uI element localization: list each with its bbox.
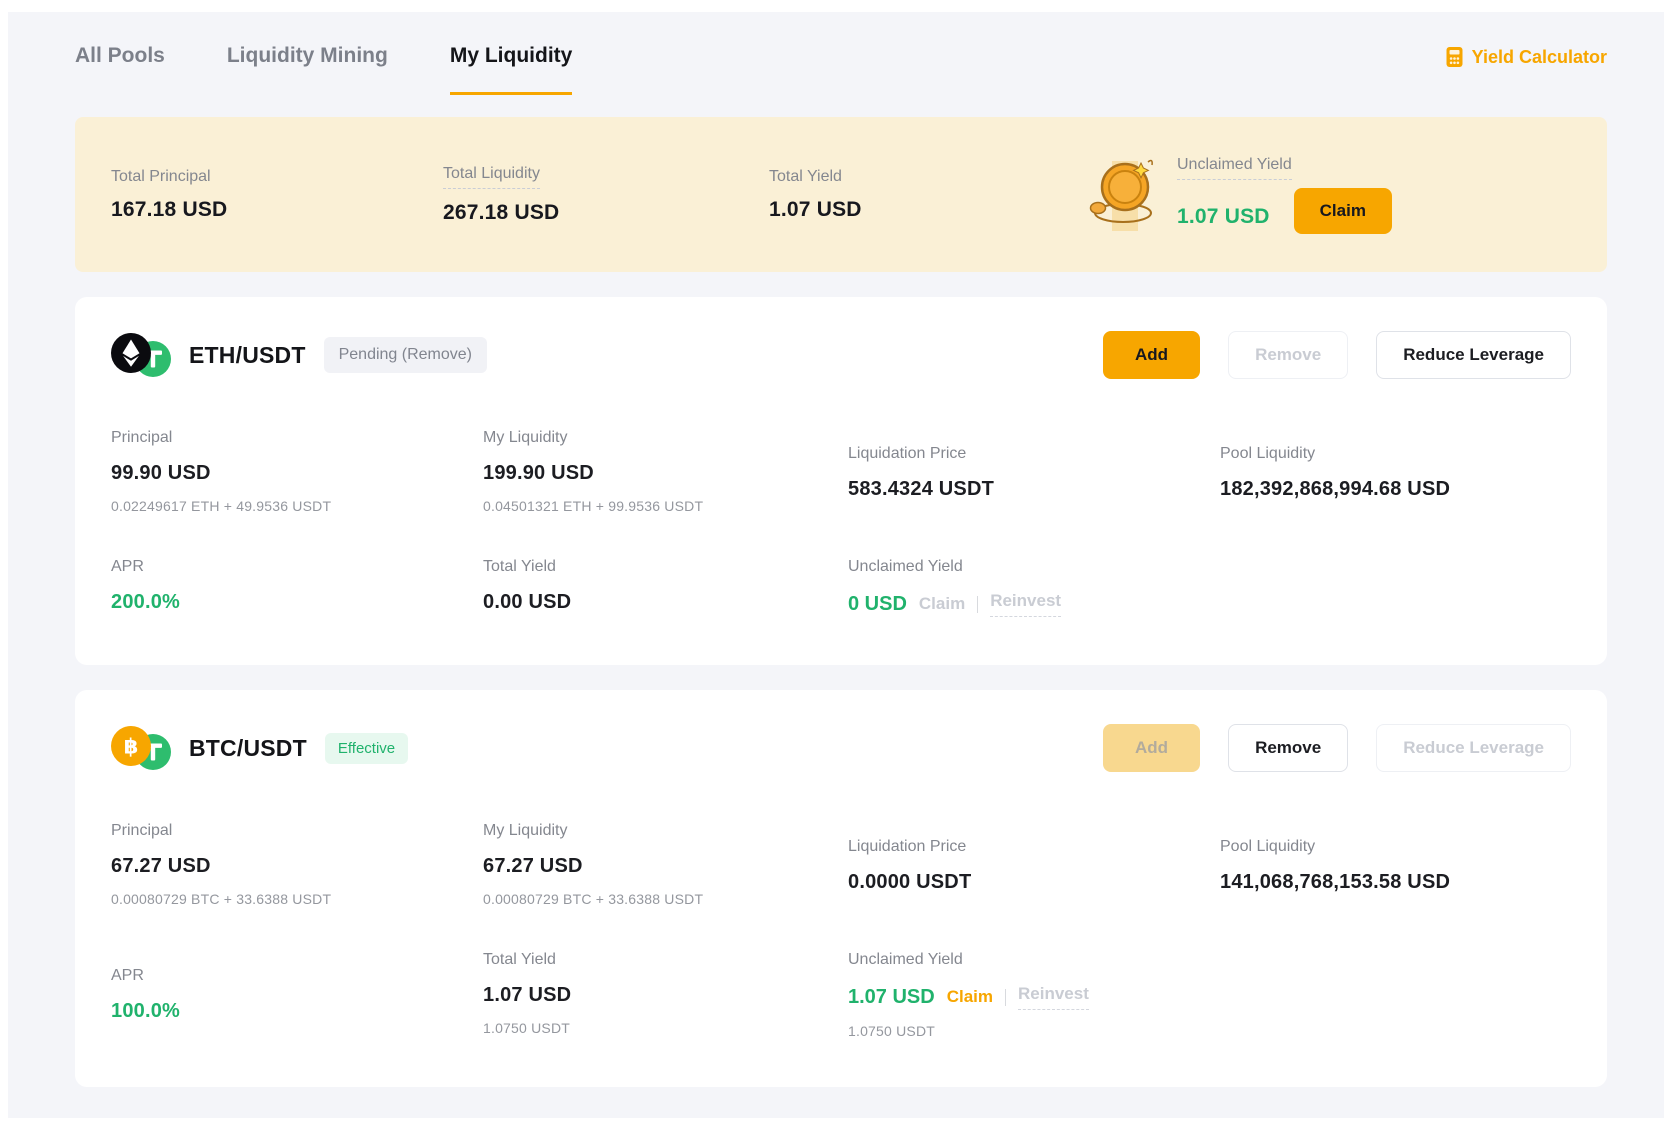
stat-pool-liquidity: Pool Liquidity 141,068,768,153.58 USD — [1220, 822, 1571, 907]
summary-banner: Total Principal 167.18 USD Total Liquidi… — [75, 117, 1607, 272]
total-yield-label: Total Yield — [769, 167, 842, 185]
reduce-leverage-button[interactable]: Reduce Leverage — [1376, 331, 1571, 379]
stat-value: 141,068,768,153.58 USD — [1220, 871, 1451, 893]
total-principal-value: 167.18 USD — [111, 197, 228, 221]
divider — [977, 595, 979, 613]
pair-icons: ฿ — [111, 725, 175, 771]
stat-detail: 1.0750 USDT — [848, 1023, 936, 1039]
stat-spacer — [1220, 951, 1571, 1039]
stat-value: 1.07 USD — [848, 985, 935, 1008]
stat-value: 100.0% — [111, 1000, 181, 1022]
reduce-leverage-button[interactable]: Reduce Leverage — [1376, 724, 1571, 772]
stat-label: Unclaimed Yield — [848, 951, 963, 968]
stat-detail: 0.02249617 ETH + 49.9536 USDT — [111, 498, 332, 514]
stat-total-yield: Total Yield 1.07 USD 1.0750 USDT — [483, 951, 848, 1039]
stat-label: Total Yield — [483, 558, 556, 575]
pair-name: BTC/USDT — [189, 734, 307, 761]
stat-value: 182,392,868,994.68 USD — [1220, 478, 1451, 500]
add-button[interactable]: Add — [1103, 724, 1201, 772]
pair-icons — [111, 332, 175, 378]
divider — [1005, 988, 1007, 1006]
stat-detail: 0.04501321 ETH + 99.9536 USDT — [483, 498, 704, 514]
total-liquidity-label[interactable]: Total Liquidity — [443, 165, 540, 189]
stat-value: 99.90 USD — [111, 462, 211, 484]
stat-apr: APR 200.0% — [111, 558, 483, 617]
stat-value: 67.27 USD — [111, 855, 211, 877]
claim-button[interactable]: Claim — [1293, 187, 1392, 234]
remove-button[interactable]: Remove — [1228, 724, 1349, 772]
stat-value: 0 USD — [848, 592, 907, 615]
pool-claim-link[interactable]: Claim — [918, 594, 966, 613]
total-liquidity-value: 267.18 USD — [443, 200, 560, 224]
stat-liquidation-price: Liquidation Price 583.4324 USDT — [848, 429, 1220, 514]
stat-label: Pool Liquidity — [1220, 445, 1316, 462]
stat-value: 0.00 USD — [483, 591, 572, 613]
tab-all-pools[interactable]: All Pools — [75, 44, 165, 67]
svg-text:฿: ฿ — [124, 735, 139, 759]
stat-label: Unclaimed Yield — [848, 558, 963, 575]
stat-label: Liquidation Price — [848, 445, 967, 462]
status-badge: Pending (Remove) — [323, 337, 488, 373]
stat-my-liquidity: My Liquidity 199.90 USD 0.04501321 ETH +… — [483, 429, 848, 514]
stat-total-yield: Total Yield 0.00 USD — [483, 558, 848, 617]
stat-label: APR — [111, 967, 144, 984]
stat-label: My Liquidity — [483, 822, 568, 839]
tab-liquidity-mining[interactable]: Liquidity Mining — [226, 44, 388, 67]
stat-label: Total Yield — [483, 951, 556, 968]
unclaimed-yield-summary: Unclaimed Yield 1.07 USD Claim — [1177, 156, 1392, 234]
stat-label: My Liquidity — [483, 429, 568, 446]
total-liquidity: Total Liquidity 267.18 USD — [443, 165, 769, 225]
total-yield-value: 1.07 USD — [769, 197, 862, 221]
stat-value: 67.27 USD — [483, 855, 583, 877]
stat-label: Principal — [111, 822, 173, 839]
pair-name: ETH/USDT — [189, 341, 306, 368]
stat-label: Liquidation Price — [848, 838, 967, 855]
calculator-icon — [1446, 47, 1463, 67]
stat-label: APR — [111, 558, 144, 575]
total-yield: Total Yield 1.07 USD — [769, 168, 1089, 222]
stat-detail: 0.00080729 BTC + 33.6388 USDT — [483, 891, 704, 907]
stat-value: 0.0000 USDT — [848, 871, 972, 893]
stat-value: 1.07 USD — [483, 984, 572, 1006]
pool-card-btc-usdt: ฿ BTC/USDT Effective Add Remove Reduce L… — [75, 690, 1607, 1087]
stat-label: Principal — [111, 429, 173, 446]
unclaimed-yield-label[interactable]: Unclaimed Yield — [1177, 156, 1292, 180]
stat-unclaimed-yield: Unclaimed Yield 0 USD Claim Reinvest — [848, 558, 1220, 617]
stat-my-liquidity: My Liquidity 67.27 USD 0.00080729 BTC + … — [483, 822, 848, 907]
total-principal-label: Total Principal — [111, 167, 211, 185]
tab-bar: All Pools Liquidity Mining My Liquidity … — [75, 44, 1607, 95]
stat-pool-liquidity: Pool Liquidity 182,392,868,994.68 USD — [1220, 429, 1571, 514]
stat-value: 583.4324 USDT — [848, 478, 995, 500]
stat-value: 200.0% — [111, 591, 181, 613]
stat-label: Pool Liquidity — [1220, 838, 1316, 855]
stat-value: 199.90 USD — [483, 462, 594, 484]
gold-coin-illustration — [1089, 153, 1155, 237]
btc-icon: ฿ — [111, 726, 151, 766]
total-principal: Total Principal 167.18 USD — [111, 168, 443, 222]
eth-icon — [111, 333, 151, 373]
unclaimed-yield-value: 1.07 USD — [1177, 204, 1270, 228]
pool-reinvest-link[interactable]: Reinvest — [1018, 984, 1089, 1010]
status-badge: Effective — [324, 732, 409, 764]
pool-stats: Principal 99.90 USD 0.02249617 ETH + 49.… — [111, 429, 1571, 617]
pool-claim-link[interactable]: Claim — [946, 987, 994, 1006]
stat-principal: Principal 67.27 USD 0.00080729 BTC + 33.… — [111, 822, 483, 907]
tab-my-liquidity[interactable]: My Liquidity — [449, 44, 573, 95]
stat-apr: APR 100.0% — [111, 951, 483, 1039]
pool-card-eth-usdt: ETH/USDT Pending (Remove) Add Remove Red… — [75, 297, 1607, 665]
yield-calculator-label: Yield Calculator — [1471, 46, 1607, 67]
stat-liquidation-price: Liquidation Price 0.0000 USDT — [848, 822, 1220, 907]
liquidity-page: All Pools Liquidity Mining My Liquidity … — [8, 12, 1664, 1118]
stat-unclaimed-yield: Unclaimed Yield 1.07 USD Claim Reinvest … — [848, 951, 1220, 1039]
pool-reinvest-link[interactable]: Reinvest — [990, 591, 1062, 617]
stat-detail: 0.00080729 BTC + 33.6388 USDT — [111, 891, 332, 907]
remove-button[interactable]: Remove — [1228, 331, 1349, 379]
stat-detail: 1.0750 USDT — [483, 1020, 571, 1036]
add-button[interactable]: Add — [1103, 331, 1201, 379]
pool-stats: Principal 67.27 USD 0.00080729 BTC + 33.… — [111, 822, 1571, 1039]
stat-spacer — [1220, 558, 1571, 617]
stat-principal: Principal 99.90 USD 0.02249617 ETH + 49.… — [111, 429, 483, 514]
yield-calculator-link[interactable]: Yield Calculator — [1445, 46, 1607, 68]
